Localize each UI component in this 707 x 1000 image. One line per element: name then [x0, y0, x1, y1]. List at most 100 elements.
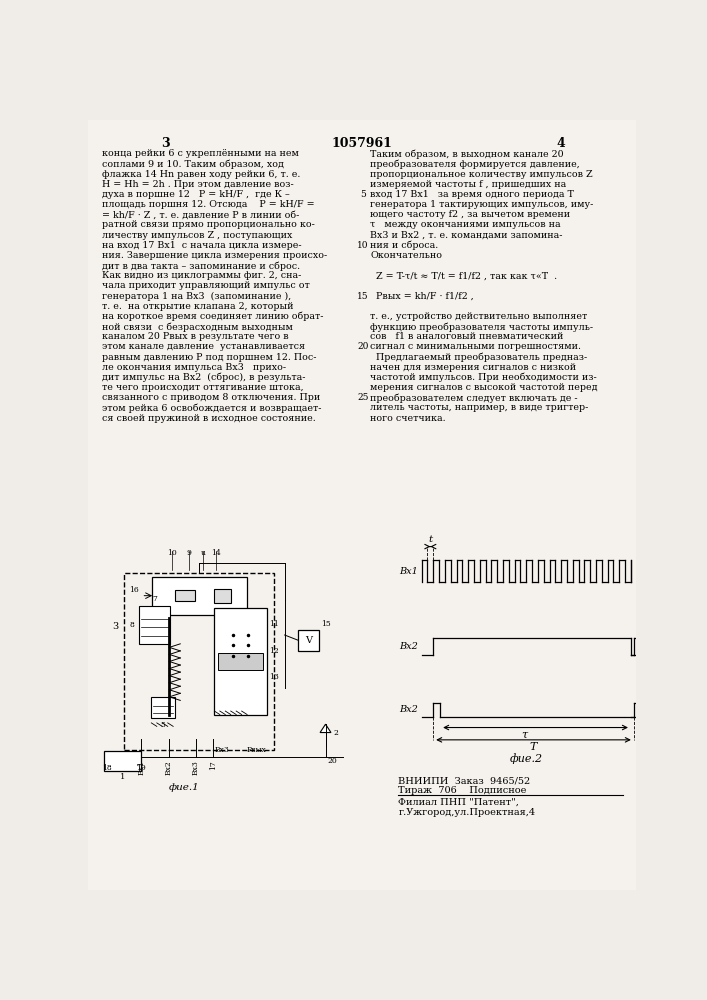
Text: 15: 15	[321, 620, 330, 628]
Text: дит импульс на Вх2  (сброс), в результа-: дит импульс на Вх2 (сброс), в результа-	[103, 373, 306, 382]
Text: дит в два такта – запоминание и сброс.: дит в два такта – запоминание и сброс.	[103, 261, 300, 271]
Text: генератора 1 тактирующих импульсов, иму-: генератора 1 тактирующих импульсов, иму-	[370, 200, 594, 209]
Text: 20: 20	[357, 342, 368, 351]
Text: начен для измерения сигналов с низкой: начен для измерения сигналов с низкой	[370, 363, 577, 372]
Text: пропорциональное количеству импульсов Z: пропорциональное количеству импульсов Z	[370, 170, 593, 179]
Text: ВНИИПИ  Заказ  9465/52: ВНИИПИ Заказ 9465/52	[398, 776, 531, 785]
Text: генератора 1 на Вх3  (запоминание ),: генератора 1 на Вх3 (запоминание ),	[103, 292, 291, 301]
Text: чала приходит управляющий импульс от: чала приходит управляющий импульс от	[103, 281, 310, 290]
Text: Z = T-τ/t ≈ T/t = f1/f2 , так как τ«T  .: Z = T-τ/t ≈ T/t = f1/f2 , так как τ«T .	[370, 271, 558, 280]
Text: этом канале давление  устанавливается: этом канале давление устанавливается	[103, 342, 305, 351]
Text: Вх3: Вх3	[214, 746, 229, 754]
Text: Вх1: Вх1	[399, 567, 418, 576]
Text: 5: 5	[360, 190, 366, 199]
Text: флажка 14 Нn равен ходу рейки 6, т. е.: флажка 14 Нn равен ходу рейки 6, т. е.	[103, 170, 300, 179]
Text: 11: 11	[269, 620, 279, 628]
Text: 9: 9	[187, 549, 192, 557]
Text: H = Hh = 2h . При этом давление воз-: H = Hh = 2h . При этом давление воз-	[103, 180, 294, 189]
Text: 17: 17	[209, 760, 217, 770]
Text: Предлагаемый преобразователь предназ-: Предлагаемый преобразователь предназ-	[370, 353, 588, 362]
Text: T: T	[530, 742, 537, 752]
Text: ющего частоту f2 , за вычетом времени: ющего частоту f2 , за вычетом времени	[370, 210, 571, 219]
Text: Тираж  706    Подписное: Тираж 706 Подписное	[398, 786, 527, 795]
Text: духа в поршне 12   P = kH/F ,  где К –: духа в поршне 12 P = kH/F , где К –	[103, 190, 290, 199]
Bar	[151, 577, 247, 615]
Bar	[175, 590, 195, 601]
Bar	[104, 751, 141, 771]
Text: на вход 17 Вх1  с начала цикла измере-: на вход 17 Вх1 с начала цикла измере-	[103, 241, 302, 250]
Text: сов   f1 в аналоговый пневматический: сов f1 в аналоговый пневматический	[370, 332, 564, 341]
Text: Как видно из циклограммы фиг. 2, сна-: Как видно из циклограммы фиг. 2, сна-	[103, 271, 302, 280]
Text: личеству импульсов Z , поступающих: личеству импульсов Z , поступающих	[103, 231, 293, 240]
Text: ния и сброса.: ния и сброса.	[370, 241, 439, 250]
Text: 12: 12	[269, 647, 279, 655]
Text: конца рейки 6 с укреплёнными на нем: конца рейки 6 с укреплёнными на нем	[103, 149, 299, 158]
Text: Вх2: Вх2	[165, 760, 173, 775]
Text: V: V	[305, 636, 312, 645]
Polygon shape	[320, 724, 331, 733]
Text: τ: τ	[521, 730, 527, 740]
Bar	[214, 589, 230, 603]
Text: ся своей пружиной в исходное состояние.: ся своей пружиной в исходное состояние.	[103, 414, 316, 423]
Text: частотой импульсов. При необходимости из-: частотой импульсов. При необходимости из…	[370, 373, 597, 382]
Text: равным давлению Р под поршнем 12. Пос-: равным давлению Р под поршнем 12. Пос-	[103, 353, 317, 362]
Bar	[218, 653, 264, 670]
Text: 8: 8	[129, 621, 134, 629]
Bar	[124, 573, 274, 750]
Text: ной связи  с безрасходным выходным: ной связи с безрасходным выходным	[103, 322, 293, 332]
Text: Филиал ПНП "Патент",: Филиал ПНП "Патент",	[398, 798, 519, 807]
Text: τ   между окончаниями импульсов на: τ между окончаниями импульсов на	[370, 220, 561, 229]
Text: 20: 20	[327, 757, 337, 765]
Text: 19: 19	[136, 764, 146, 772]
Text: преобразователя формируется давление,: преобразователя формируется давление,	[370, 159, 580, 169]
Text: на короткое время соединяет линию обрат-: на короткое время соединяет линию обрат-	[103, 312, 324, 321]
Text: каналом 20 Рвых в результате чего в: каналом 20 Рвых в результате чего в	[103, 332, 289, 341]
Text: 3: 3	[112, 622, 118, 631]
Bar	[214, 608, 267, 715]
Text: Вх3 и Вх2 , т. е. командами запомина-: Вх3 и Вх2 , т. е. командами запомина-	[370, 231, 563, 240]
Text: 10: 10	[167, 549, 177, 557]
Text: те чего происходит оттягивание штока,: те чего происходит оттягивание штока,	[103, 383, 304, 392]
Text: Рвых: Рвых	[247, 746, 267, 754]
Text: 10: 10	[357, 241, 368, 250]
Text: 13: 13	[269, 673, 279, 681]
Text: 1057961: 1057961	[332, 137, 392, 150]
Text: литель частоты, например, в виде тригтер-: литель частоты, например, в виде тригтер…	[370, 403, 589, 412]
Text: t: t	[428, 535, 433, 544]
Text: 16: 16	[129, 586, 139, 594]
Text: вход 17 Вх1   за время одного периода T: вход 17 Вх1 за время одного периода T	[370, 190, 574, 199]
Text: 1: 1	[120, 773, 125, 781]
Text: 18: 18	[103, 764, 112, 772]
Text: сигнал с минимальными погрешностями.: сигнал с минимальными погрешностями.	[370, 342, 581, 351]
Text: измеряемой частоты f , пришедших на: измеряемой частоты f , пришедших на	[370, 180, 567, 189]
Text: мерения сигналов с высокой частотой перед: мерения сигналов с высокой частотой пере…	[370, 383, 598, 392]
Text: соплами 9 и 10. Таким образом, ход: соплами 9 и 10. Таким образом, ход	[103, 159, 284, 169]
Text: 3: 3	[162, 137, 170, 150]
Text: 2: 2	[334, 729, 339, 737]
Text: т. е.  на открытие клапана 2, который: т. е. на открытие клапана 2, который	[103, 302, 294, 311]
Text: Вх2: Вх2	[399, 642, 418, 651]
Text: 4: 4	[556, 137, 566, 150]
Bar	[151, 697, 175, 718]
Text: 7: 7	[152, 595, 157, 603]
Text: 14: 14	[211, 549, 221, 557]
Text: 15: 15	[357, 292, 368, 301]
Text: 5: 5	[160, 721, 165, 729]
Text: площадь поршня 12. Отсюда    P = kH/F =: площадь поршня 12. Отсюда P = kH/F =	[103, 200, 315, 209]
Text: Вх2: Вх2	[399, 705, 418, 714]
Text: Вх3: Вх3	[192, 760, 200, 775]
Text: = kh/F · Z , т. е. давление P в линии об-: = kh/F · Z , т. е. давление P в линии об…	[103, 210, 300, 219]
Text: u: u	[200, 549, 205, 557]
Text: г.Ужгород,ул.Проектная,4: г.Ужгород,ул.Проектная,4	[398, 808, 535, 817]
Text: этом рейка 6 освобождается и возвращает-: этом рейка 6 освобождается и возвращает-	[103, 403, 322, 413]
Text: Таким образом, в выходном канале 20: Таким образом, в выходном канале 20	[370, 149, 564, 159]
Text: фие.1: фие.1	[169, 783, 199, 792]
Text: ного счетчика.: ного счетчика.	[370, 414, 446, 423]
Bar	[298, 630, 319, 651]
Bar	[139, 606, 170, 644]
Text: Окончательно: Окончательно	[370, 251, 443, 260]
Text: т. е., устройство действительно выполняет: т. е., устройство действительно выполняе…	[370, 312, 588, 321]
Text: 25: 25	[357, 393, 368, 402]
Text: преобразователем следует включать де -: преобразователем следует включать де -	[370, 393, 578, 403]
Text: ния. Завершение цикла измерения происхо-: ния. Завершение цикла измерения происхо-	[103, 251, 327, 260]
